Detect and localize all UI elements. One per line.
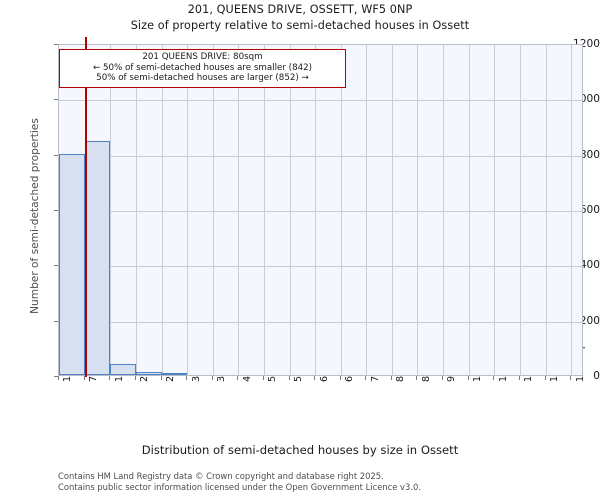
x-axis-tick-mark (288, 376, 290, 380)
y-axis-tick-label: 200 (579, 314, 600, 327)
x-axis-tick-mark (109, 376, 111, 380)
x-axis-tick-mark (237, 376, 239, 380)
x-axis-tick-mark (442, 376, 444, 380)
property-annotation-box: 201 QUEENS DRIVE: 80sqm ← 50% of semi-de… (59, 49, 346, 88)
y-axis-tick-label: 800 (579, 148, 600, 161)
gridline-vertical (135, 45, 137, 375)
x-axis-tick-mark (570, 376, 572, 380)
gridline-vertical (340, 45, 342, 375)
gridline-horizontal (59, 321, 582, 323)
x-axis-tick-mark (314, 376, 316, 380)
x-axis-tick-mark (365, 376, 367, 380)
gridline-vertical (315, 45, 317, 375)
page-title: 201, QUEENS DRIVE, OSSETT, WF5 0NP (187, 3, 413, 16)
x-axis-tick-mark (83, 376, 85, 380)
x-axis-tick-mark (160, 376, 162, 380)
y-axis-tick-label: 600 (579, 204, 600, 216)
x-axis-tick-mark (467, 376, 469, 380)
y-axis-tick-mark (54, 154, 58, 156)
gridline-vertical (417, 45, 419, 375)
plot-area: 201 QUEENS DRIVE: 80sqm ← 50% of semi-de… (58, 37, 583, 377)
footer-attribution: Contains HM Land Registry data © Crown c… (58, 471, 421, 493)
histogram-bar (161, 373, 188, 375)
x-axis-tick-mark (518, 376, 520, 380)
y-axis-tick-label: 400 (579, 259, 600, 272)
x-axis-tick-mark (544, 376, 546, 380)
gridline-vertical (212, 45, 214, 375)
footer-line-2: Contains public sector information licen… (58, 482, 421, 493)
gridline-vertical (571, 45, 573, 375)
x-axis-tick-mark (134, 376, 136, 380)
gridline-vertical (366, 45, 368, 375)
gridline-vertical (545, 45, 547, 375)
footer-line-1: Contains HM Land Registry data © Crown c… (58, 471, 384, 481)
gridline-horizontal (59, 100, 582, 102)
y-axis-tick-mark (54, 44, 58, 45)
gridline-vertical (187, 45, 189, 375)
x-axis-tick-mark (390, 376, 392, 380)
x-axis-label: Distribution of semi-detached houses by … (141, 443, 459, 457)
x-axis-tick-mark (493, 376, 495, 380)
gridline-horizontal (59, 211, 582, 212)
x-axis-tick-mark (186, 376, 188, 380)
y-axis-tick-label: 0 (593, 370, 600, 382)
histogram-bar (110, 363, 136, 375)
x-axis-tick-mark (339, 376, 341, 380)
histogram-bar (135, 372, 162, 375)
x-axis-tick-mark (263, 376, 265, 380)
y-axis-tick-mark (54, 376, 58, 377)
x-axis-tick-mark (58, 376, 59, 380)
gridline-vertical (519, 45, 521, 375)
gridline-vertical (110, 45, 112, 375)
x-axis-tick-mark (416, 376, 418, 380)
x-axis-tick-mark (211, 376, 213, 380)
histogram-bar (59, 153, 85, 375)
annotation-line-1: 201 QUEENS DRIVE: 80sqm (142, 52, 263, 62)
y-axis-label: Number of semi-detached properties (29, 118, 41, 314)
gridline-vertical (391, 45, 393, 375)
gridline-horizontal (59, 155, 582, 157)
gridline-vertical (468, 45, 470, 375)
y-axis-tick-mark (54, 210, 58, 211)
annotation-line-3: 50% of semi-detached houses are larger (… (96, 73, 309, 84)
gridline-vertical (443, 45, 445, 375)
gridline-vertical (161, 45, 163, 375)
gridline-vertical (238, 45, 240, 375)
y-axis-tick-mark (54, 265, 58, 267)
property-size-marker-line (85, 37, 88, 377)
chart-subtitle: Size of property relative to semi-detach… (130, 19, 470, 32)
annotation-line-2: ← 50% of semi-detached houses are smalle… (92, 62, 313, 73)
gridline-horizontal (59, 266, 582, 268)
gridline-vertical (494, 45, 496, 375)
histogram-bar (84, 141, 111, 375)
y-axis-tick-mark (54, 320, 58, 322)
y-axis-tick-mark (54, 99, 58, 101)
gridline-vertical (264, 45, 266, 375)
gridline-vertical (289, 45, 291, 375)
